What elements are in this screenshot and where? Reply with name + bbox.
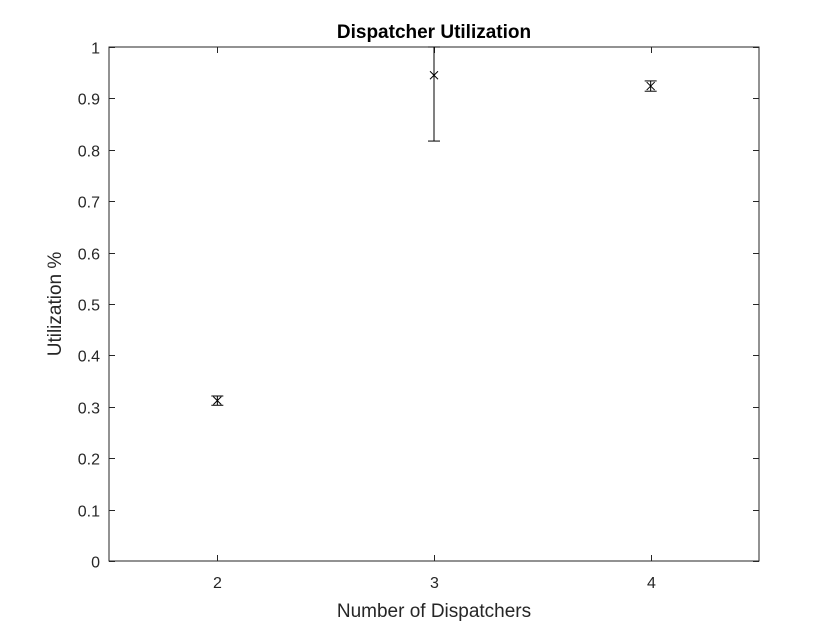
y-tick-label: 0.7 [78,195,100,212]
y-tick-label: 0.9 [78,92,100,109]
x-axis-label: Number of Dispatchers [337,601,531,622]
marker-x [646,81,656,91]
y-tick-label: 0.5 [78,298,100,315]
marker-x [212,396,222,405]
y-axis-label: Utilization % [45,252,66,357]
y-tick-label: 0.8 [78,144,100,161]
y-axis-ticks: 0 0.1 0.2 0.3 0.4 0.5 0.6 0.7 0.8 0.9 1 [78,41,759,572]
data-point [644,80,657,92]
chart-title: Dispatcher Utilization [337,22,531,43]
y-tick-label: 0.4 [78,349,100,366]
y-tick-label: 0.6 [78,247,100,264]
y-tick-label: 0.1 [78,504,100,521]
marker-x [429,70,439,80]
x-tick-label: 2 [213,575,222,592]
x-tick-label: 3 [430,575,439,592]
data-point [211,395,224,406]
y-tick-label: 0.3 [78,401,100,418]
y-tick-label: 1 [91,41,100,58]
y-tick-label: 0 [91,555,100,572]
data-point [428,46,440,142]
x-tick-label: 4 [647,575,656,592]
y-tick-label: 0.2 [78,452,100,469]
data-points [211,46,657,406]
